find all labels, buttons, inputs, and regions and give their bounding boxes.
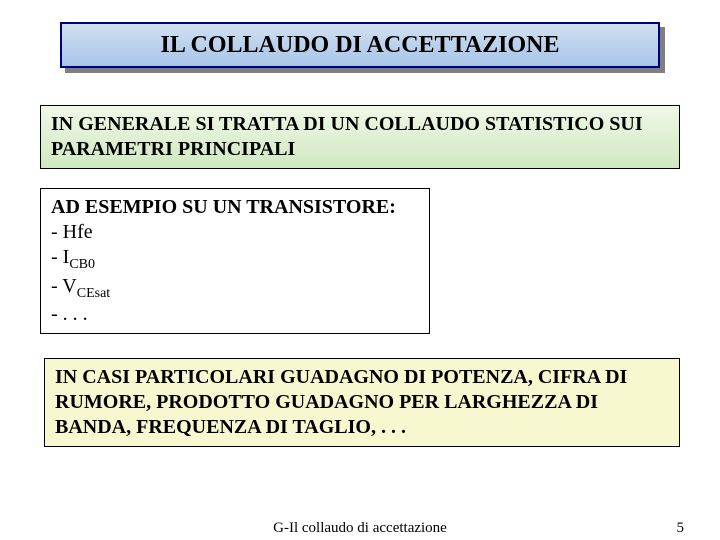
list-item: - ICB0 bbox=[51, 245, 419, 274]
list-item: - . . . bbox=[51, 302, 419, 327]
footer-caption: G-Il collaudo di accettazione bbox=[273, 520, 447, 537]
green-box-text: IN GENERALE SI TRATTA DI UN COLLAUDO STA… bbox=[51, 113, 643, 160]
yellow-box-text: IN CASI PARTICOLARI GUADAGNO DI POTENZA,… bbox=[55, 366, 627, 438]
item-subscript: CEsat bbox=[77, 286, 110, 301]
item-text: - V bbox=[51, 275, 77, 297]
list-item: - Hfe bbox=[51, 220, 419, 245]
title-box: IL COLLAUDO DI ACCETTAZIONE bbox=[60, 22, 660, 68]
white-box-header: AD ESEMPIO SU UN TRANSISTORE: bbox=[51, 195, 419, 220]
green-box: IN GENERALE SI TRATTA DI UN COLLAUDO STA… bbox=[40, 105, 680, 169]
title-container: IL COLLAUDO DI ACCETTAZIONE bbox=[60, 22, 660, 68]
page-number: 5 bbox=[677, 520, 685, 537]
item-subscript: CB0 bbox=[69, 257, 95, 272]
slide-title: IL COLLAUDO DI ACCETTAZIONE bbox=[161, 32, 560, 59]
yellow-box: IN CASI PARTICOLARI GUADAGNO DI POTENZA,… bbox=[44, 358, 680, 447]
list-item: - VCEsat bbox=[51, 274, 419, 303]
white-box: AD ESEMPIO SU UN TRANSISTORE: - Hfe - IC… bbox=[40, 188, 430, 334]
item-text: - I bbox=[51, 246, 69, 268]
